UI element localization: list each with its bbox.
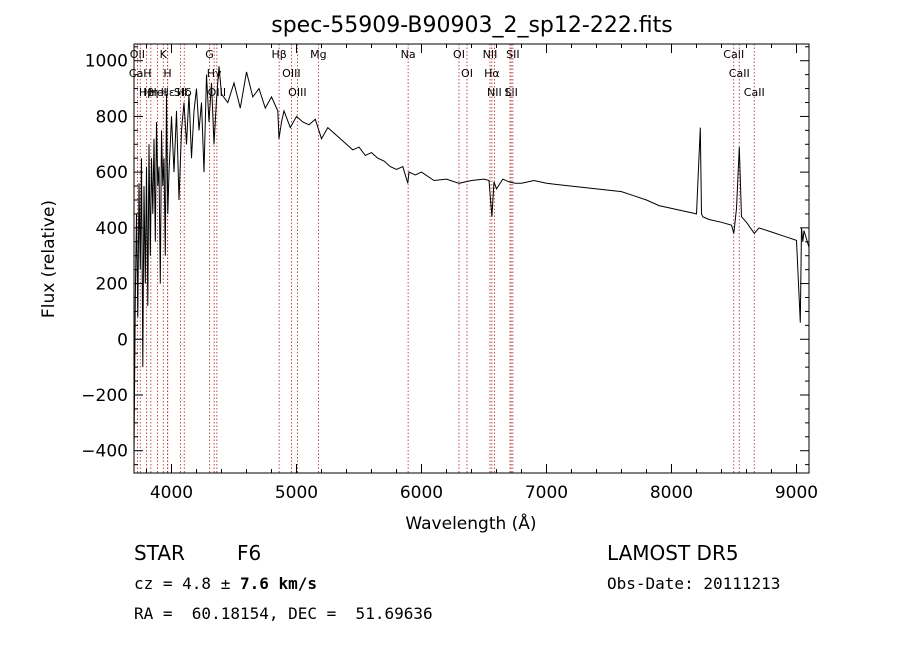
- line-label: Li: [505, 86, 514, 99]
- line-label: Hδ: [177, 86, 192, 99]
- line-label: Hβ: [271, 48, 286, 61]
- line-label: K: [160, 48, 168, 61]
- line-label: OIII: [282, 67, 300, 80]
- line-label: Hβ: [139, 86, 154, 99]
- line-label: CaII: [729, 67, 750, 80]
- line-label: Hη: [143, 86, 158, 99]
- line-label: OI: [453, 48, 465, 61]
- x-tick-label: 5000: [275, 483, 318, 503]
- line-label: G: [205, 48, 214, 61]
- y-tick-label: 0: [117, 330, 128, 350]
- obs-date: Obs-Date: 20111213: [607, 574, 781, 593]
- line-label: Mg: [310, 48, 326, 61]
- chart-title: spec-55909-B90903_2_sp12-222.fits: [271, 13, 673, 38]
- line-label: HeI: [148, 86, 166, 99]
- x-tick-label: 6000: [400, 483, 443, 503]
- line-label: Hα: [484, 67, 500, 80]
- line-label: OI: [461, 67, 473, 80]
- plot-frame: [133, 43, 810, 474]
- y-tick-label: −400: [81, 442, 128, 462]
- spectral-subclass: F6: [237, 541, 262, 565]
- y-tick-label: 200: [96, 275, 128, 295]
- x-tick-label: 4000: [150, 483, 193, 503]
- line-label: NII: [487, 86, 502, 99]
- series-layer: [133, 66, 810, 457]
- line-label: SII: [506, 48, 519, 61]
- y-tick-label: 800: [96, 107, 128, 127]
- x-axis-label: Wavelength (Å): [405, 512, 536, 534]
- line-label: OII: [130, 48, 145, 61]
- redshift-readout: cz = 4.8 ± 7.6 km/s: [134, 574, 317, 593]
- line-label: CaII: [744, 86, 765, 99]
- survey-name: LAMOST DR5: [607, 541, 739, 565]
- y-tick-label: 400: [96, 219, 128, 239]
- x-tick-label: 8000: [650, 483, 693, 503]
- line-label: OIII: [288, 86, 306, 99]
- object-class: STAR: [134, 541, 185, 565]
- spectrum-line: [133, 66, 810, 457]
- line-annotations: OIICaHHβHηHeIKHHεSIIHδGHγOIIIHβOIIIOIIIM…: [129, 44, 765, 473]
- y-tick-label: 600: [96, 163, 128, 183]
- y-tick-label: −200: [81, 386, 128, 406]
- axis-ticks: 4000 5000 6000 7000 8000 9000 −400 −200 0 200 400 6…: [81, 44, 818, 503]
- line-label: SII: [504, 86, 517, 99]
- line-label: NII: [483, 48, 498, 61]
- x-tick-label: 9000: [775, 483, 818, 503]
- line-label: CaII: [723, 48, 744, 61]
- y-axis-label: Flux (relative): [39, 200, 59, 318]
- x-tick-label: 7000: [525, 483, 568, 503]
- line-label: CaH: [129, 67, 152, 80]
- line-label: Hε: [161, 86, 175, 99]
- line-label: SII: [174, 86, 187, 99]
- y-tick-label: 1000: [85, 52, 128, 72]
- cz-value: cz = 4.8 ±: [134, 574, 240, 593]
- coordinates: RA = 60.18154, DEC = 51.69636: [134, 604, 433, 623]
- cz-error: 7.6 km/s: [239, 574, 318, 593]
- line-label: Na: [401, 48, 416, 61]
